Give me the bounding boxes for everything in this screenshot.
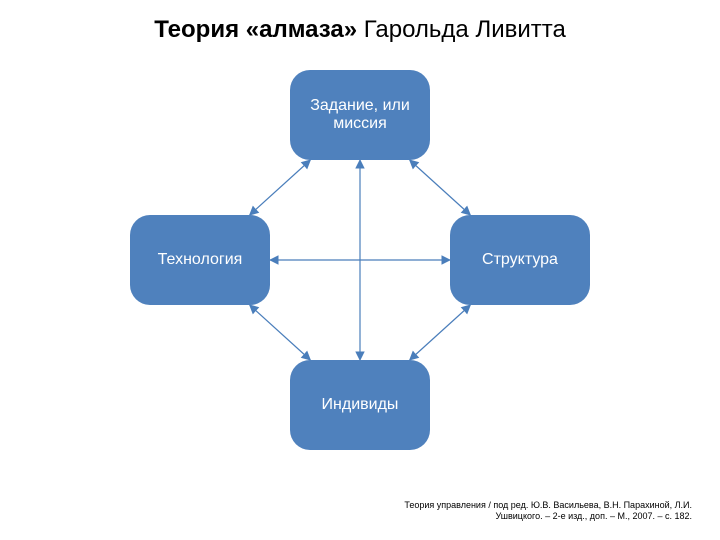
diamond-diagram: Задание, или миссия Технология Структура…: [120, 60, 600, 460]
node-right: Структура: [450, 215, 590, 305]
edge-top-right: [410, 160, 471, 215]
edge-left-bottom: [250, 305, 311, 360]
node-left: Технология: [130, 215, 270, 305]
citation-text: Теория управления / под ред. Ю.В. Василь…: [392, 500, 692, 523]
slide-title: Теория «алмаза» Гарольда Ливитта: [0, 16, 720, 44]
node-bottom: Индивиды: [290, 360, 430, 450]
node-left-label: Технология: [158, 251, 243, 269]
node-top-label: Задание, или миссия: [296, 97, 424, 133]
node-right-label: Структура: [482, 251, 558, 269]
edge-right-bottom: [410, 305, 471, 360]
node-bottom-label: Индивиды: [322, 396, 399, 414]
slide: Теория «алмаза» Гарольда Ливитта Задание…: [0, 0, 720, 540]
title-normal: Гарольда Ливитта: [357, 16, 566, 43]
title-bold: Теория «алмаза»: [154, 16, 357, 43]
edge-top-left: [250, 160, 311, 215]
node-top: Задание, или миссия: [290, 70, 430, 160]
